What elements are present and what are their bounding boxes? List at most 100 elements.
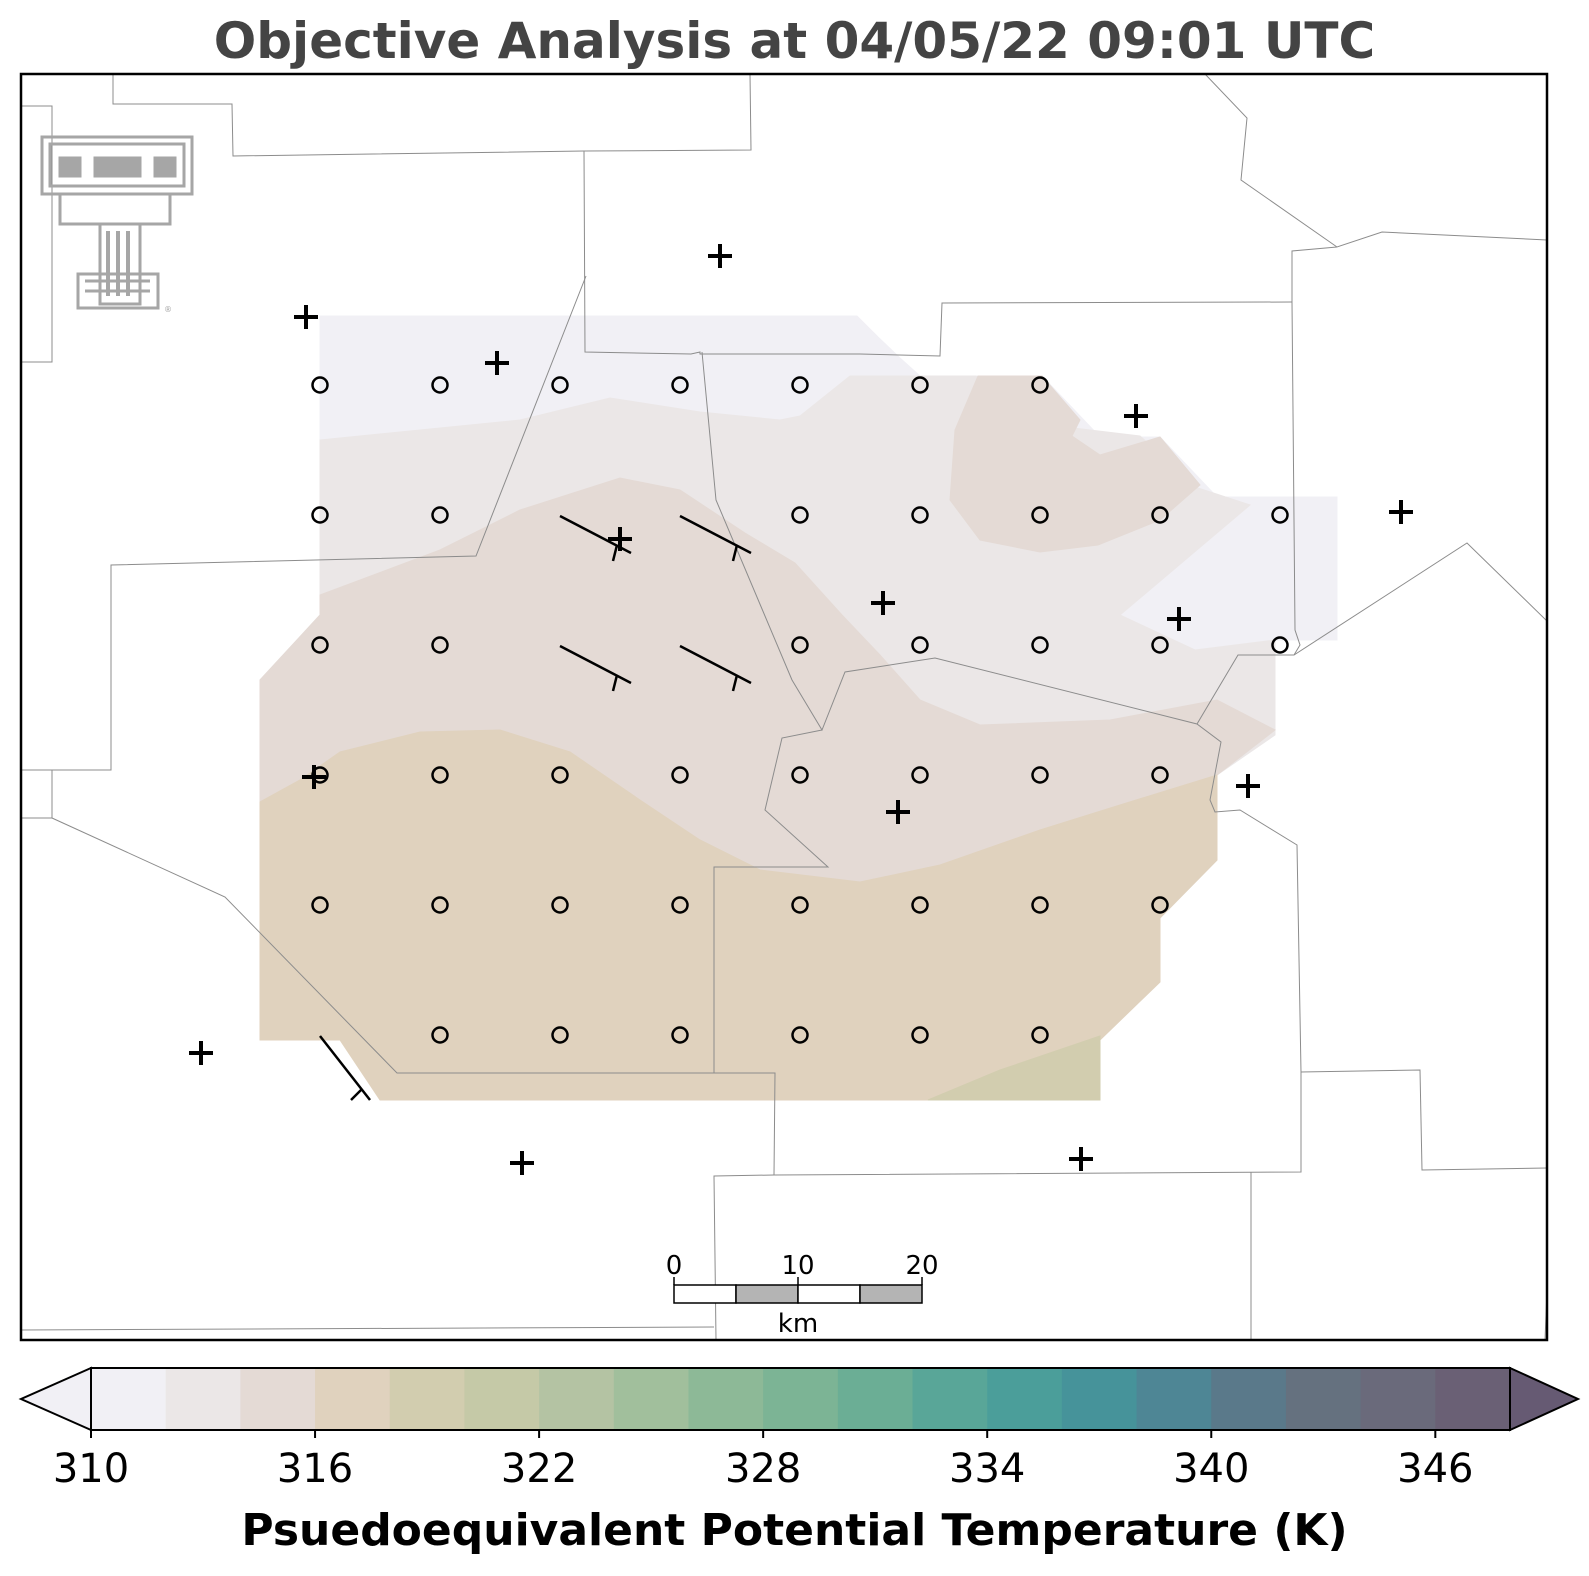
texas-tech-double-t-logo: ® — [40, 135, 194, 314]
grid-point-marker — [551, 376, 569, 394]
colorbar-swatch — [315, 1368, 391, 1430]
grid-point-marker — [1151, 766, 1169, 784]
svg-text:®: ® — [164, 305, 172, 314]
station-marker — [294, 305, 318, 329]
grid-point-marker — [911, 376, 929, 394]
grid-point-marker — [551, 766, 569, 784]
grid-point-marker — [1031, 1026, 1049, 1044]
grid-point-marker — [431, 766, 449, 784]
county-border — [21, 275, 587, 771]
colorbar-tick-label: 322 — [501, 1446, 577, 1492]
colorbar-tick-label: 346 — [1397, 1446, 1473, 1492]
colorbar-swatch — [912, 1368, 988, 1430]
station-markers — [189, 244, 1413, 1175]
grid-point-marker — [671, 896, 689, 914]
colorbar-swatch — [987, 1368, 1063, 1430]
colorbar-tick-label: 340 — [1173, 1446, 1249, 1492]
grid-point-marker — [551, 896, 569, 914]
grid-point-marker — [1031, 636, 1049, 654]
grid-point-marker — [1031, 896, 1049, 914]
grid-point-marker — [911, 896, 929, 914]
station-marker — [1236, 774, 1260, 798]
county-border — [1291, 246, 1338, 302]
scale-bar-label-10: 10 — [781, 1251, 814, 1281]
grid-point-marker — [671, 1026, 689, 1044]
county-border — [713, 729, 1302, 1176]
colorbar-swatch — [1285, 1368, 1362, 1430]
grid-point-marker — [431, 376, 449, 394]
colorbar-extend-low — [18, 1366, 92, 1432]
colorbar-tick-label: 316 — [277, 1446, 353, 1492]
scale-bar-segment — [797, 1284, 861, 1304]
contour-band-316-318 — [259, 729, 1218, 1101]
contour-band-314-316-ne — [949, 375, 1201, 553]
colorbar-swatch — [1136, 1368, 1212, 1430]
colorbar-swatch — [464, 1368, 540, 1430]
county-border — [583, 150, 1293, 357]
station-marker — [1389, 500, 1413, 524]
colorbar-swatch — [1435, 1368, 1511, 1430]
colorbar-swatch — [91, 1368, 167, 1430]
grid-point-marker — [1031, 506, 1049, 524]
grid-point-marker — [791, 1026, 809, 1044]
station-marker — [708, 244, 732, 268]
station-marker — [485, 351, 509, 375]
grid-point-marker — [311, 636, 329, 654]
grid-point-marker — [1271, 506, 1289, 524]
colorbar-tick-label: 310 — [53, 1446, 129, 1492]
colorbar-swatch — [389, 1368, 465, 1430]
map-panel: ® 0 10 20 km — [21, 74, 1547, 1340]
grid-markers — [311, 376, 1289, 1044]
colorbar-swatch — [1211, 1368, 1287, 1430]
colorbar-extend-high — [1509, 1366, 1581, 1432]
wind-barb — [679, 514, 752, 562]
grid-point-marker — [311, 506, 329, 524]
grid-point-marker — [311, 896, 329, 914]
station-marker — [510, 1151, 534, 1175]
grid-point-marker — [791, 766, 809, 784]
grid-point-marker — [311, 376, 329, 394]
grid-point-marker — [791, 376, 809, 394]
colorbar-swatch — [240, 1368, 316, 1430]
scale-bar-segment — [673, 1284, 737, 1304]
grid-point-marker — [1151, 506, 1169, 524]
colorbar-tick-label: 334 — [949, 1446, 1025, 1492]
colorbar-swatch — [1360, 1368, 1436, 1430]
colorbar-swatch — [837, 1368, 914, 1430]
station-marker — [886, 800, 910, 824]
grid-point-marker — [791, 896, 809, 914]
grid-point-marker — [431, 896, 449, 914]
county-borders — [21, 74, 1547, 1340]
grid-point-marker — [911, 766, 929, 784]
grid-point-marker — [1151, 636, 1169, 654]
grid-point-marker — [1151, 896, 1169, 914]
grid-point-marker — [791, 636, 809, 654]
station-marker — [189, 1041, 213, 1065]
county-border — [112, 74, 752, 157]
county-border — [1196, 542, 1547, 725]
grid-point-marker — [911, 506, 929, 524]
colorbar-swatch — [763, 1368, 839, 1430]
grid-point-marker — [791, 506, 809, 524]
scale-bar-segment — [735, 1284, 799, 1304]
grid-point-marker — [911, 636, 929, 654]
chart-title: Objective Analysis at 04/05/22 09:01 UTC — [213, 12, 1376, 70]
wind-barb — [319, 1035, 371, 1101]
county-border — [21, 1326, 715, 1331]
scale-bar-label-20: 20 — [905, 1251, 938, 1281]
wind-barb — [559, 644, 632, 692]
station-marker — [871, 591, 895, 615]
colorbar-swatch — [1061, 1368, 1138, 1430]
grid-point-marker — [431, 506, 449, 524]
scale-bar-segment — [859, 1284, 923, 1304]
grid-point-marker — [431, 636, 449, 654]
grid-point-marker — [1271, 636, 1289, 654]
scale-bar: 0 10 20 km — [666, 1251, 939, 1339]
grid-point-marker — [1031, 766, 1049, 784]
colorbar-swatch — [539, 1368, 615, 1430]
colorbar-swatch — [613, 1368, 689, 1430]
station-marker — [1167, 607, 1191, 631]
station-marker — [1124, 404, 1148, 428]
colorbar-tick-label: 328 — [725, 1446, 801, 1492]
